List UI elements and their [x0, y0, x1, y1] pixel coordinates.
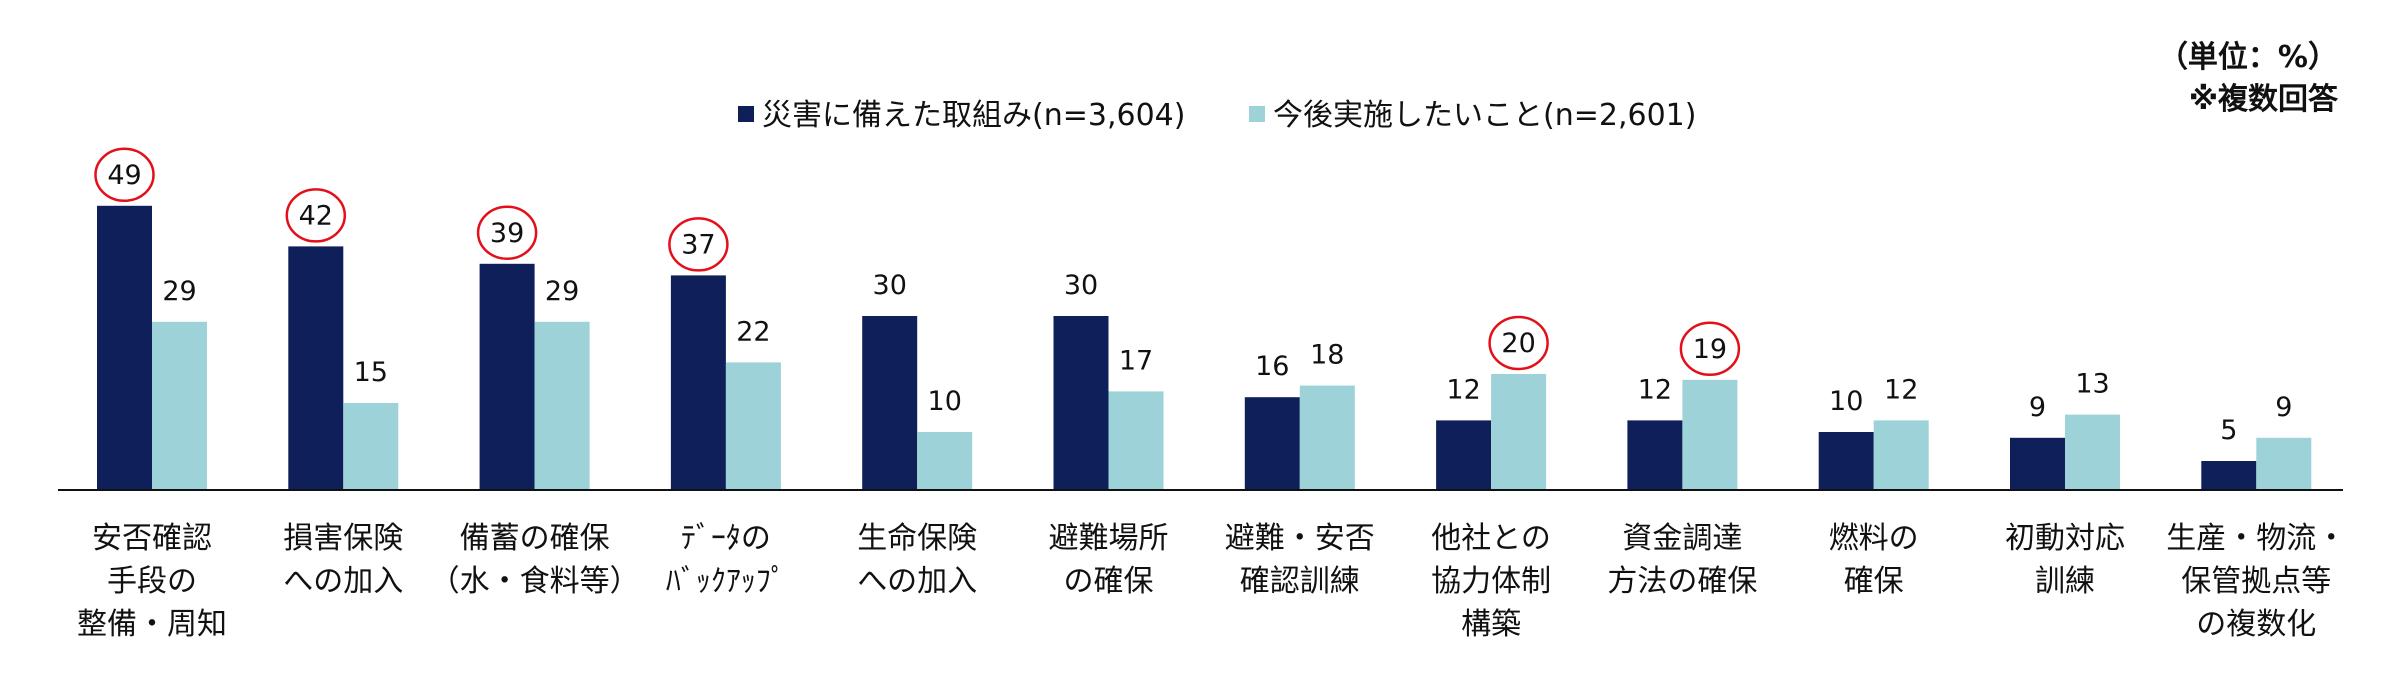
value-label: 16: [1255, 351, 1289, 382]
category-label-line: への加入: [283, 564, 403, 599]
category-label-line: 損害保険: [283, 521, 403, 556]
value-label: 39: [490, 218, 524, 249]
highlight-circle: [285, 188, 347, 243]
category-label-line: （水・食料等）: [430, 564, 640, 599]
bar-series-1-cat-8: [1436, 420, 1492, 490]
value-label: 29: [545, 276, 579, 307]
bar-series-1-cat-6: [1053, 316, 1109, 490]
highlight-circle: [668, 217, 729, 272]
highlight-circle: [1488, 315, 1549, 371]
value-label: 30: [1064, 270, 1098, 301]
category-label-line: 安否確認: [92, 521, 212, 556]
category-label-line: 生産・物流・: [2166, 521, 2346, 556]
bar-series-2-cat-9: [1682, 379, 1738, 490]
bar-series-1-cat-1: [97, 205, 152, 491]
bar-series-2-cat-3: [534, 321, 590, 490]
category-label-line: 備蓄の確保: [460, 521, 610, 556]
category-label-line: 構築: [1461, 607, 1521, 642]
value-label: 49: [107, 160, 141, 191]
value-label: 22: [736, 316, 770, 347]
unit-note: （単位：%）: [2158, 40, 2338, 75]
bar-series-1-cat-12: [2201, 461, 2257, 490]
bar-series-2-cat-5: [917, 432, 973, 490]
value-label: 17: [1119, 345, 1153, 376]
bar-series-1-cat-11: [2010, 437, 2065, 490]
value-label: 5: [2220, 415, 2237, 446]
bar-series-2-cat-11: [2065, 414, 2120, 490]
value-label: 18: [1310, 340, 1344, 371]
bar-series-1-cat-3: [479, 263, 535, 490]
category-label-line: の複数化: [2196, 607, 2316, 642]
category-label-line: ﾊﾞｯｸｱｯﾌﾟ: [666, 564, 786, 599]
category-label-line: 確保: [1844, 564, 1904, 599]
legend-label-series-2: 今後実施したいこと(n=2,601): [1273, 98, 1696, 133]
category-label-line: 避難・安否: [1225, 521, 1375, 556]
bar-series-1-cat-9: [1627, 420, 1683, 490]
value-label: 13: [2075, 369, 2109, 400]
bar-series-2-cat-10: [1873, 420, 1929, 490]
value-label: 10: [928, 386, 962, 417]
legend-swatch-series-2: [1249, 106, 1265, 122]
bar-series-2-cat-6: [1108, 391, 1164, 490]
category-label-line: への加入: [857, 564, 977, 599]
legend-label-series-1: 災害に備えた取組み(n=3,604): [762, 98, 1185, 133]
category-label-line: 燃料の: [1829, 521, 1919, 556]
value-label: 12: [1638, 374, 1672, 405]
category-label-line: ﾃﾞｰﾀの: [681, 521, 771, 556]
value-label: 15: [354, 357, 388, 388]
category-label-line: 保管拠点等: [2181, 564, 2331, 599]
category-label-line: 避難場所: [1049, 521, 1169, 556]
bar-series-2-cat-1: [152, 321, 207, 490]
value-label: 12: [1446, 374, 1480, 405]
bars-group: 49 29 42 15 39 29 37 22 30 10 30 17 16 18 12 20 12 19 10 12…: [94, 147, 2312, 491]
multiple-answer-note: ※複数回答: [2189, 82, 2339, 117]
value-label: 37: [681, 229, 715, 260]
value-label: 20: [1501, 328, 1535, 359]
highlight-circle: [94, 147, 155, 203]
bar-series-1-cat-5: [862, 316, 918, 490]
bar-series-2-cat-2: [343, 403, 399, 490]
value-label: 12: [1884, 374, 1918, 405]
category-label-line: 初動対応: [2005, 521, 2125, 556]
bar-series-1-cat-4: [670, 275, 726, 490]
legend-swatch-series-1: [738, 106, 754, 122]
bar-series-1-cat-7: [1244, 397, 1300, 490]
value-label: 9: [2275, 392, 2292, 423]
bar-series-2-cat-4: [725, 362, 781, 490]
category-label-line: 資金調達: [1622, 521, 1742, 556]
value-label: 10: [1829, 386, 1863, 417]
category-label-line: 確認訓練: [1240, 564, 1360, 599]
category-label-line: 生命保険: [857, 521, 977, 556]
value-label: 42: [299, 200, 333, 231]
legend: 災害に備えた取組み(n=3,604) 今後実施したいこと(n=2,601): [738, 98, 1696, 133]
category-label-line: 他社との: [1431, 521, 1551, 556]
bar-series-1-cat-2: [288, 246, 344, 490]
value-label: 19: [1693, 334, 1727, 365]
category-label-line: 整備・周知: [77, 607, 227, 642]
bar-series-2-cat-7: [1299, 385, 1355, 490]
category-label-line: 手段の: [107, 564, 197, 599]
category-label-line: 方法の確保: [1607, 564, 1757, 599]
category-label-line: 協力体制: [1431, 564, 1551, 599]
value-label: 9: [2029, 392, 2046, 423]
category-label-line: の確保: [1064, 564, 1154, 599]
highlight-circle: [476, 205, 538, 261]
category-label-line: 訓練: [2035, 564, 2095, 599]
bar-series-1-cat-10: [1818, 432, 1874, 490]
value-label: 30: [873, 270, 907, 301]
value-label: 29: [162, 276, 196, 307]
highlight-circle: [1679, 321, 1741, 377]
bar-series-2-cat-8: [1491, 374, 1547, 490]
bar-series-2-cat-12: [2256, 437, 2312, 490]
